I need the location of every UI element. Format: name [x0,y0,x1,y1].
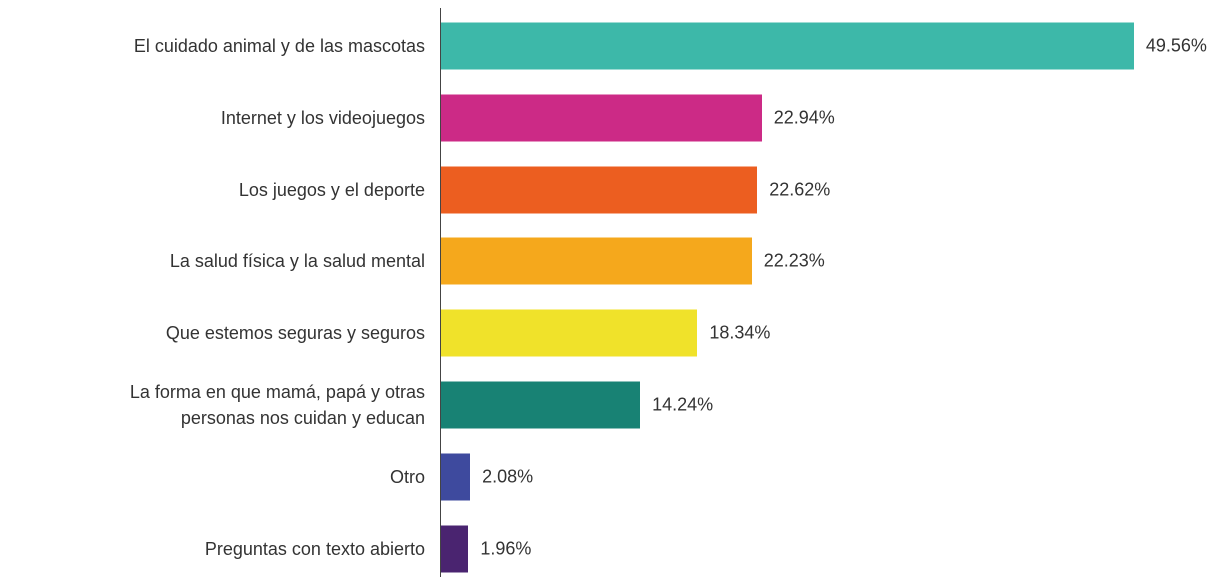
category-label: La forma en que mamá, papá y otras perso… [129,382,425,428]
bar [441,453,471,501]
category-label: La salud física y la salud mental [169,251,425,272]
category-label: El cuidado animal y de las mascotas [133,36,425,56]
value-label: 18.34% [709,322,771,343]
category-label: Que estemos seguras y seguros [165,323,425,344]
category-label: Los juegos y el deporte [238,179,425,200]
category-label: Internet y los videojuegos [220,107,425,128]
bar [441,525,469,573]
category-label: Otro [389,466,425,487]
bar [441,94,762,142]
value-label: 22.62% [769,179,831,200]
value-label: 2.08% [482,466,534,487]
bar [441,22,1134,70]
bar [441,381,641,429]
value-label: 22.23% [763,250,825,271]
bar [441,309,698,357]
bar [441,166,758,214]
value-label: 1.96% [480,538,532,559]
value-label: 49.56% [1145,35,1207,56]
value-label: 14.24% [652,394,714,415]
category-label: Preguntas con texto abierto [204,538,425,559]
value-label: 22.94% [773,107,835,128]
bar [441,237,752,285]
axis-line [440,8,441,577]
